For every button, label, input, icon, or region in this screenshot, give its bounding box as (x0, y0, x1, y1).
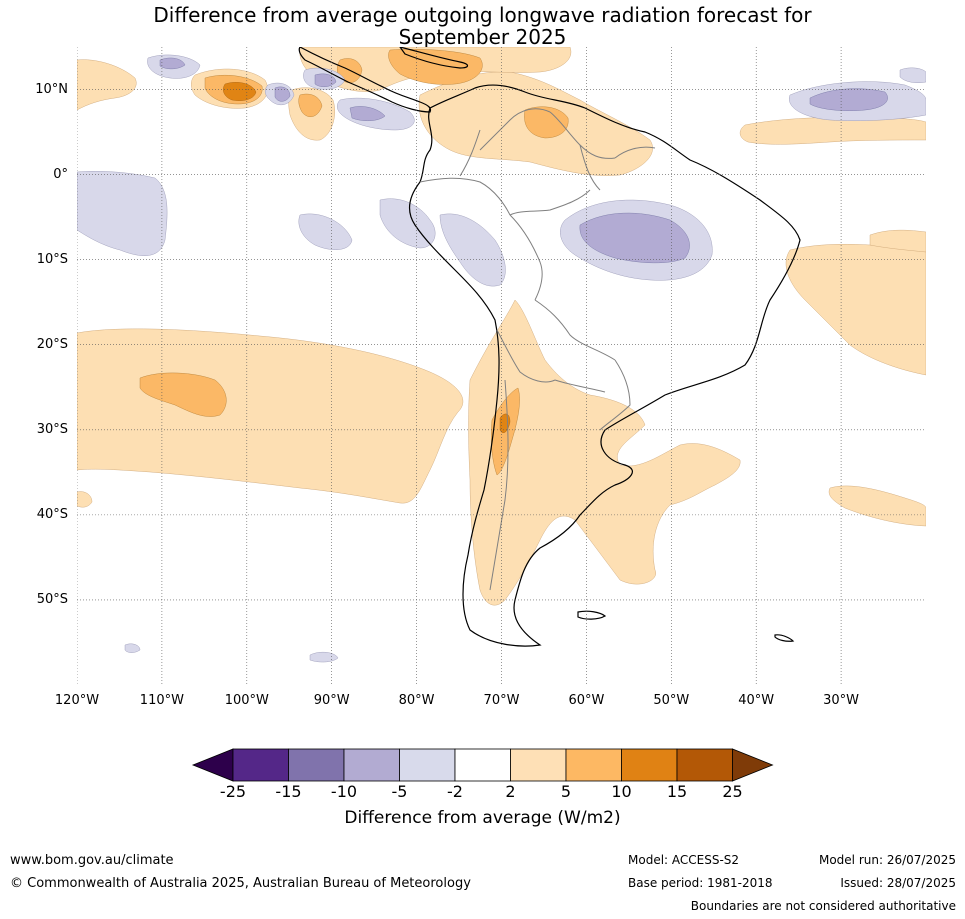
colorbar-segments (191, 748, 774, 782)
longitude-label: 70°W (483, 693, 520, 708)
atlantic-moderate-cool (809, 88, 888, 111)
longitude-label: 120°W (54, 693, 100, 708)
cuba-coastline (399, 47, 469, 69)
colorbar-segment (399, 748, 456, 782)
south-pacific-warm-band (77, 328, 463, 504)
border-line (614, 146, 656, 159)
colorbar-segment (621, 748, 678, 782)
model-text: Model: ACCESS-S2 (628, 853, 740, 867)
far-east-pacific-warm (77, 59, 137, 111)
pacific-cool-patch (298, 213, 353, 250)
border-line (489, 379, 509, 591)
south-atlantic-warm-2 (828, 485, 926, 527)
caribbean-moderate-cool (349, 106, 386, 121)
latitude-label: 30°S (36, 421, 68, 437)
model-run-text: Model run: 26/07/2025 (818, 853, 956, 867)
latitude-label: 40°S (36, 506, 68, 522)
longitude-label: 50°W (653, 693, 690, 708)
border-line (509, 189, 591, 216)
border-line (509, 214, 543, 301)
border-line (459, 129, 481, 177)
moderate-negative-regions (159, 57, 888, 264)
colorbar-tick-label: 2 (505, 782, 516, 801)
border-line (599, 359, 631, 431)
country-borders (419, 108, 656, 591)
colorbar-tick-label: 25 (722, 782, 743, 801)
chart-title: Difference from average outgoing longwav… (0, 4, 965, 48)
pacific-moderate-cool-1 (274, 86, 291, 102)
central-america-coastline (298, 47, 432, 113)
colorbar-tick-label: -10 (330, 782, 358, 801)
colorbar-extend-low (191, 748, 234, 782)
latitude-label: 10°N (35, 81, 68, 97)
peru-cool (439, 213, 506, 287)
latitude-label: 50°S (36, 591, 68, 607)
latitude-label: 0° (53, 166, 68, 182)
latitude-label: 10°S (36, 251, 68, 267)
longitude-label: 40°W (738, 693, 775, 708)
colorbar-tick-label: 10 (611, 782, 632, 801)
atlantic-warm-patch (869, 229, 926, 253)
southern-small-cool-1 (309, 651, 339, 663)
colorbar-segment (510, 748, 567, 782)
colorbar-segment (288, 748, 345, 782)
east-pacific-strong (223, 82, 257, 101)
base-period-text: Base period: 1981-2018 (628, 876, 773, 890)
south-georgia (774, 634, 795, 642)
border-line (419, 177, 511, 216)
longitude-label: 60°W (568, 693, 605, 708)
issued-text: Issued: 28/07/2025 (840, 876, 956, 890)
south-pacific-moderate (139, 372, 227, 417)
colorbar-tick-label: -15 (275, 782, 302, 801)
border-line (534, 299, 616, 361)
colorbar-tick-label: -2 (447, 782, 463, 801)
border-line (579, 144, 601, 191)
gridlines (77, 47, 926, 685)
pacific-moderate-cool-3 (159, 57, 186, 70)
pacific-moderate-2 (298, 93, 323, 117)
copyright-text: © Commonwealth of Australia 2025, Austra… (10, 876, 471, 891)
title-line-2: September 2025 (398, 25, 567, 49)
longitude-label: 30°W (823, 693, 860, 708)
colorbar-tick-label: 15 (666, 782, 688, 801)
colorbar-tick-label: -25 (219, 782, 247, 801)
website-text: www.bom.gov.au/climate (10, 853, 174, 868)
falkland-islands (577, 610, 607, 620)
colorbar-tick-label: -5 (391, 782, 408, 801)
west-pacific-equatorial-cool (77, 171, 168, 256)
venezuela-moderate (524, 106, 569, 139)
disclaimer-text: Boundaries are not considered authoritat… (690, 899, 956, 913)
border-line (554, 379, 606, 393)
colorbar-label: Difference from average (W/m2) (344, 808, 621, 828)
far-atlantic-cool (899, 67, 926, 83)
colorbar-tick-label: 5 (560, 782, 572, 801)
pacific-moderate-cool-2 (314, 73, 337, 87)
longitude-label: 100°W (224, 693, 269, 708)
border-line (496, 329, 556, 383)
southern-small-cool-2 (124, 643, 141, 653)
caribbean-moderate (388, 49, 483, 85)
colorbar-segment (676, 748, 733, 782)
colorbar-segment (343, 748, 400, 782)
map-plot-area (77, 47, 926, 685)
longitude-label: 110°W (139, 693, 184, 708)
west-patch-south (77, 491, 93, 508)
south-america-coastline (408, 84, 801, 647)
colorbar-segment (454, 748, 511, 782)
landmasses (298, 47, 801, 647)
colorbar-segment (565, 748, 622, 782)
latitude-label: 20°S (36, 336, 68, 352)
longitude-label: 80°W (398, 693, 435, 708)
colorbar-segment (232, 748, 289, 782)
longitude-label: 90°W (313, 693, 350, 708)
south-atlantic-warm (785, 244, 926, 376)
amazon-moderate-cool (579, 212, 690, 264)
border-line (479, 108, 551, 151)
colorbar-extend-high (732, 748, 774, 782)
title-line-1: Difference from average outgoing longwav… (153, 3, 812, 27)
